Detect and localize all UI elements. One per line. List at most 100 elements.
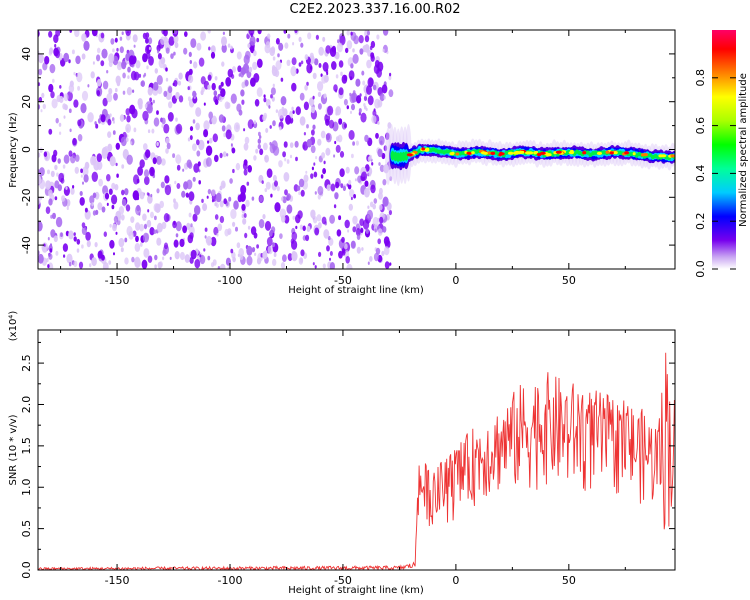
noise-speckle: [133, 127, 137, 133]
noise-speckle: [109, 223, 112, 228]
noise-speckle: [224, 101, 230, 110]
noise-speckle: [188, 74, 194, 84]
noise-speckle: [361, 247, 364, 251]
noise-speckle: [262, 251, 268, 260]
noise-speckle: [284, 158, 287, 162]
noise-speckle: [70, 187, 75, 195]
noise-speckle: [354, 166, 360, 175]
noise-speckle: [104, 192, 110, 200]
noise-speckle: [367, 261, 370, 265]
noise-speckle: [318, 63, 322, 68]
noise-speckle: [133, 44, 136, 48]
noise-speckle: [248, 66, 253, 73]
noise-speckle: [228, 196, 232, 202]
noise-speckle: [138, 73, 142, 78]
noise-speckle: [377, 99, 383, 108]
noise-speckle: [255, 148, 259, 154]
noise-speckle: [245, 199, 250, 207]
noise-speckle: [39, 147, 43, 153]
noise-speckle: [296, 185, 301, 191]
noise-speckle: [236, 242, 241, 249]
noise-speckle: [275, 38, 280, 45]
noise-speckle: [336, 229, 342, 237]
noise-speckle: [372, 216, 379, 227]
noise-speckle: [376, 34, 380, 40]
noise-speckle: [257, 30, 262, 35]
noise-speckle: [330, 183, 336, 192]
noise-speckle: [207, 140, 210, 144]
noise-speckle: [348, 203, 353, 211]
noise-speckle: [150, 193, 153, 198]
noise-speckle: [156, 155, 162, 165]
noise-speckle: [119, 46, 124, 54]
noise-speckle: [222, 151, 227, 158]
noise-speckle: [205, 145, 213, 156]
noise-speckle: [124, 188, 129, 196]
signal-peak: [455, 152, 460, 156]
noise-speckle: [38, 68, 43, 76]
noise-speckle: [200, 76, 206, 85]
noise-speckle: [263, 112, 268, 119]
noise-speckle: [317, 185, 324, 196]
noise-speckle: [142, 110, 149, 121]
noise-speckle: [82, 181, 84, 185]
noise-speckle: [362, 80, 366, 86]
noise-speckle: [329, 214, 335, 224]
noise-speckle: [165, 67, 168, 72]
signal-peak: [536, 152, 542, 157]
noise-speckle: [100, 32, 105, 39]
noise-speckle: [160, 181, 165, 189]
noise-speckle: [306, 81, 309, 86]
noise-speckle: [335, 74, 339, 79]
noise-speckle: [266, 236, 273, 247]
noise-speckle: [153, 229, 157, 234]
noise-speckle: [152, 157, 157, 165]
noise-speckle: [51, 98, 58, 109]
noise-speckle: [128, 55, 135, 65]
noise-speckle: [91, 257, 97, 267]
noise-speckle: [243, 213, 247, 218]
noise-speckle: [91, 202, 94, 207]
noise-speckle: [227, 230, 231, 235]
noise-speckle: [192, 176, 196, 182]
signal-peak: [525, 151, 531, 155]
noise-speckle: [144, 176, 150, 186]
noise-speckle: [323, 229, 330, 239]
noise-speckle: [314, 265, 317, 269]
noise-speckle: [268, 230, 273, 237]
noise-speckle: [144, 169, 149, 178]
noise-speckle: [160, 57, 166, 65]
noise-speckle: [243, 159, 248, 166]
noise-speckle: [73, 232, 76, 237]
colorbar-gradient: [712, 30, 736, 269]
noise-speckle: [41, 92, 45, 98]
noise-speckle: [242, 218, 247, 225]
noise-speckle: [382, 30, 389, 36]
noise-speckle: [212, 133, 218, 143]
noise-speckle: [195, 122, 200, 131]
noise-speckle: [344, 219, 350, 229]
noise-speckle: [102, 97, 108, 107]
noise-speckle: [125, 108, 131, 116]
noise-speckle: [186, 179, 193, 190]
noise-speckle: [116, 173, 119, 178]
noise-speckle: [177, 80, 182, 86]
noise-speckle: [182, 225, 188, 234]
noise-speckle: [379, 164, 385, 173]
noise-speckle: [108, 53, 115, 64]
noise-speckle: [100, 60, 105, 67]
noise-speckle: [295, 106, 301, 116]
noise-speckle: [43, 151, 48, 157]
noise-speckle: [145, 37, 149, 44]
noise-speckle: [264, 154, 269, 163]
noise-speckle: [326, 184, 331, 192]
noise-speckle: [247, 165, 252, 173]
noise-speckle: [204, 235, 207, 239]
noise-speckle: [256, 87, 263, 98]
signal-peak: [555, 150, 562, 154]
noise-speckle: [127, 75, 130, 79]
noise-speckle: [72, 137, 77, 146]
noise-speckle: [354, 178, 357, 182]
noise-speckle: [306, 63, 313, 74]
noise-speckle: [186, 159, 192, 168]
